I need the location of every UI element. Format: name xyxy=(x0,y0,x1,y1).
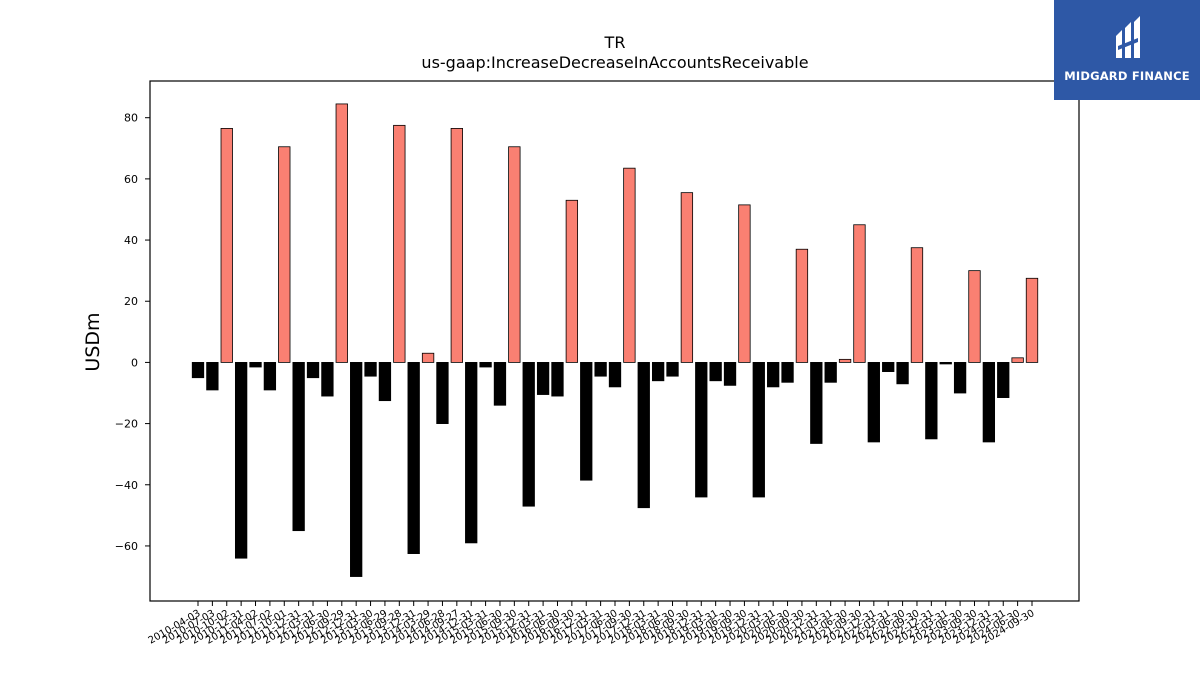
chart-subtitle: us-gaap:IncreaseDecreaseInAccountsReceiv… xyxy=(421,53,808,72)
bar-2012-12-31 xyxy=(350,362,363,577)
bar-2011-07-02 xyxy=(263,362,277,391)
bar-2014-09-27 xyxy=(450,128,463,363)
bar-2013-09-28 xyxy=(393,124,406,363)
bar-2018-09-30 xyxy=(680,192,694,363)
bar-2023-12-31 xyxy=(982,362,996,443)
bar-2020-03-31 xyxy=(767,362,780,388)
bar-2020-06-30 xyxy=(781,362,794,383)
y-tick-label: 40 xyxy=(124,234,138,247)
bar-2019-12-31 xyxy=(752,362,765,498)
bar-2010-07-03 xyxy=(206,362,219,391)
y-tick-label: 80 xyxy=(124,112,138,125)
bar-2021-03-31 xyxy=(824,362,837,383)
bar-2013-06-29 xyxy=(378,362,392,402)
y-tick-label: 60 xyxy=(124,173,138,186)
bar-2022-03-31 xyxy=(882,362,895,372)
bar-2020-12-31 xyxy=(810,362,823,444)
bar-2011-10-01 xyxy=(278,146,291,363)
bar-2021-09-30 xyxy=(853,224,866,363)
bar-2021-06-30 xyxy=(838,358,852,363)
bar-2022-09-30 xyxy=(910,247,924,363)
bar-2018-03-31 xyxy=(651,362,665,382)
bar-2016-12-31 xyxy=(580,362,593,481)
bar-2022-06-30 xyxy=(896,362,909,385)
bar-2010-04-03 xyxy=(191,362,205,379)
bar-2023-06-30 xyxy=(953,362,967,394)
bar-2012-09-29 xyxy=(335,103,348,363)
bar-2014-12-31 xyxy=(465,362,478,544)
bar-2019-09-30 xyxy=(738,204,751,363)
bar-2014-03-29 xyxy=(421,352,435,363)
bar-2016-03-31 xyxy=(536,362,550,395)
y-tick-label: −20 xyxy=(115,418,138,431)
midgard-logo-icon xyxy=(1116,16,1140,58)
bar-2017-06-30 xyxy=(608,362,622,388)
bar-2012-03-31 xyxy=(306,362,320,379)
bar-2017-09-30 xyxy=(623,167,636,363)
x-axis: 2010-04-032010-07-032010-10-022010-12-31… xyxy=(147,601,1037,647)
y-axis: −60 −40 −20 0 20 40 60 80 xyxy=(115,112,150,553)
bar-2013-12-31 xyxy=(407,362,420,554)
midgard-finance-logo: MIDGARD FINANCE xyxy=(1054,0,1200,100)
bar-2023-09-30 xyxy=(968,270,981,363)
logo-text: MIDGARD FINANCE xyxy=(1064,69,1190,83)
bar-2015-09-30 xyxy=(508,146,521,363)
bar-2015-12-31 xyxy=(522,362,535,507)
bar-2024-03-31 xyxy=(997,362,1010,398)
y-tick-label: −60 xyxy=(115,540,138,553)
bar-2010-12-31 xyxy=(234,362,248,559)
bar-2016-06-30 xyxy=(551,362,564,397)
bar-2018-12-31 xyxy=(695,362,708,498)
bar-2011-12-31 xyxy=(292,362,305,532)
bar-2017-03-31 xyxy=(594,362,607,377)
bar-2013-03-30 xyxy=(364,362,377,377)
bar-2010-10-02 xyxy=(220,128,233,363)
bars-layer xyxy=(191,103,1039,577)
bar-2012-06-30 xyxy=(321,362,334,397)
bar-2016-09-30 xyxy=(565,199,579,363)
plot-frame xyxy=(149,80,1080,602)
bar-2011-04-02 xyxy=(249,362,262,368)
bar-2024-06-30 xyxy=(1011,357,1024,363)
bar-2014-06-28 xyxy=(436,362,449,424)
bar-2015-06-30 xyxy=(493,362,507,406)
bar-2021-12-31 xyxy=(867,362,880,443)
bar-2015-03-31 xyxy=(479,362,492,368)
y-tick-label: −40 xyxy=(115,479,138,492)
bar-2023-03-31 xyxy=(939,362,952,365)
bar-2019-03-31 xyxy=(709,362,722,382)
y-tick-label: 20 xyxy=(124,295,138,308)
bar-2022-12-31 xyxy=(925,362,938,440)
chart-title: TR xyxy=(604,33,626,52)
bar-2017-12-31 xyxy=(637,362,650,509)
bar-2020-09-30 xyxy=(795,248,809,363)
bar-2018-06-30 xyxy=(666,362,679,377)
y-axis-label: USDm xyxy=(82,312,104,371)
bar-2019-06-30 xyxy=(723,362,737,386)
y-tick-label: 0 xyxy=(131,356,138,369)
bar-2024-09-30 xyxy=(1025,277,1039,363)
